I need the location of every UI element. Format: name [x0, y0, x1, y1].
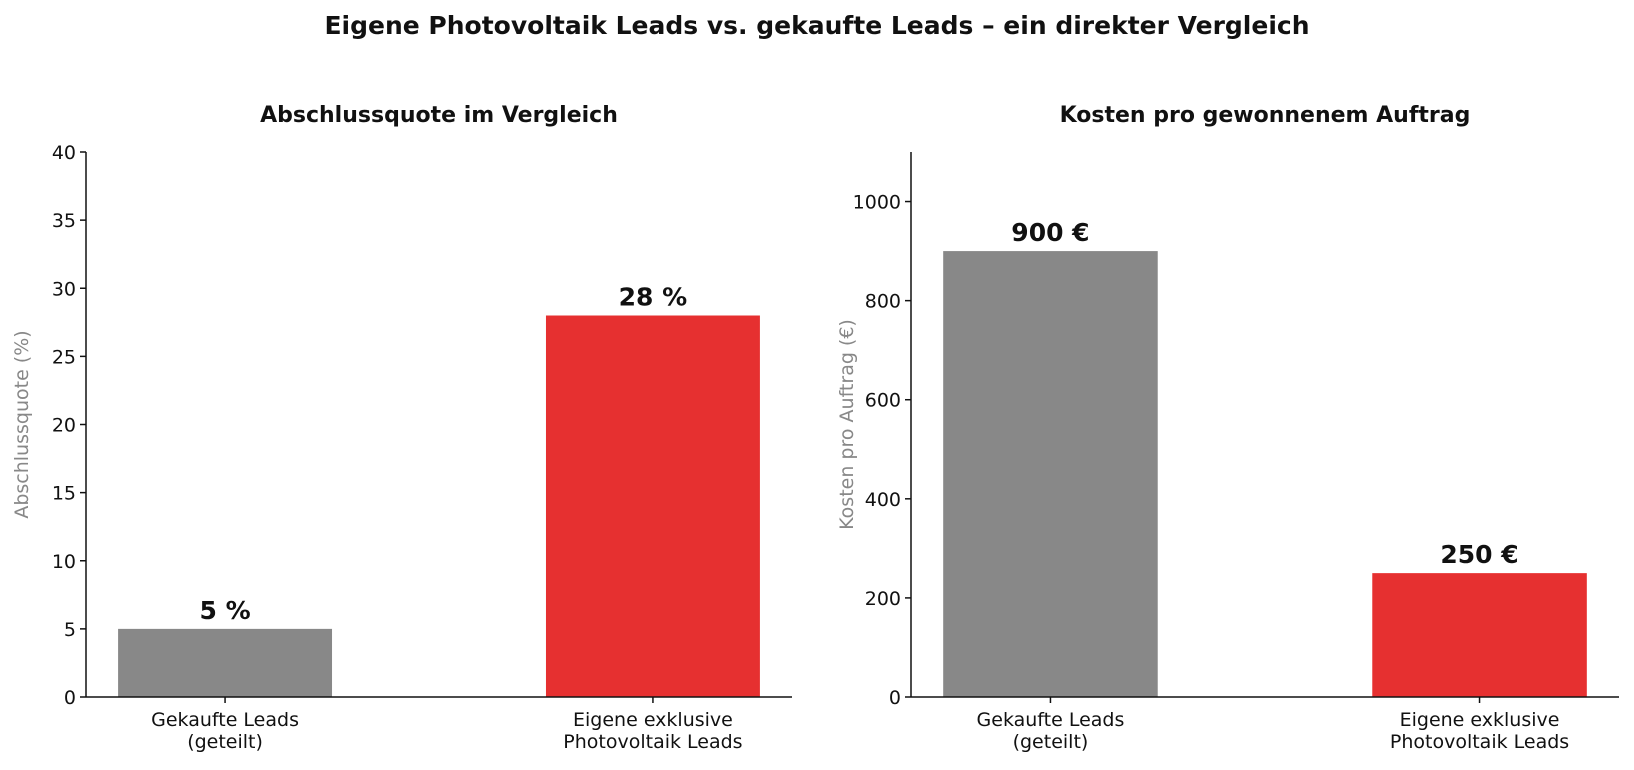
y-tick-label: 20 — [52, 415, 76, 437]
value-label: 250 € — [1440, 540, 1518, 569]
y-tick-label: 800 — [865, 291, 901, 313]
bar — [1372, 573, 1587, 697]
y-axis-label: Abschlussquote (%) — [11, 330, 33, 518]
subplot-title: Abschlussquote im Vergleich — [260, 103, 618, 128]
y-tick-label: 200 — [865, 588, 901, 610]
y-tick-label: 600 — [865, 390, 901, 412]
subplot-title: Kosten pro gewonnenem Auftrag — [1060, 103, 1471, 128]
y-tick-label: 1000 — [853, 192, 901, 214]
y-tick-label: 35 — [52, 210, 76, 232]
bar — [943, 251, 1158, 697]
x-tick-label: Gekaufte Leads (geteilt) — [151, 709, 299, 753]
y-tick-label: 25 — [52, 346, 76, 368]
x-tick-label: Gekaufte Leads (geteilt) — [977, 709, 1125, 753]
y-tick-label: 5 — [64, 619, 76, 641]
y-tick-label: 40 — [52, 142, 76, 164]
y-tick-label: 15 — [52, 483, 76, 505]
value-label: 5 % — [199, 596, 250, 625]
value-label: 900 € — [1011, 218, 1089, 247]
y-tick-label: 10 — [52, 551, 76, 573]
y-tick-label: 0 — [889, 687, 901, 709]
bar — [118, 628, 333, 697]
y-tick-label: 0 — [64, 687, 76, 709]
y-axis-label: Kosten pro Auftrag (€) — [836, 319, 858, 530]
bar — [545, 315, 760, 697]
y-tick-label: 400 — [865, 489, 901, 511]
x-tick-label: Eigene exklusive Photovoltaik Leads — [1390, 709, 1569, 753]
y-tick-label: 30 — [52, 278, 76, 300]
x-tick-label: Eigene exklusive Photovoltaik Leads — [563, 709, 742, 753]
value-label: 28 % — [619, 283, 688, 312]
figure-title: Eigene Photovoltaik Leads vs. gekaufte L… — [324, 11, 1309, 40]
